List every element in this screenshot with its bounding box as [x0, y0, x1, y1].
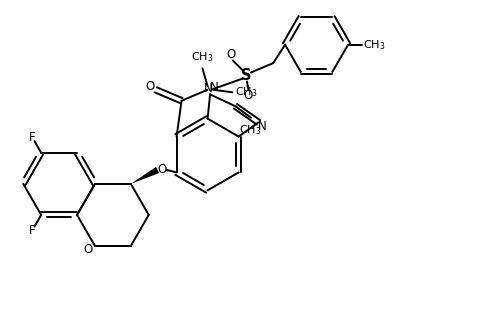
Text: CH$_3$: CH$_3$	[239, 124, 261, 138]
Text: O: O	[227, 48, 236, 61]
Text: S: S	[240, 68, 251, 83]
Text: F: F	[29, 223, 36, 236]
Text: O: O	[84, 243, 93, 256]
Text: N: N	[204, 82, 213, 95]
Text: F: F	[29, 131, 36, 144]
Text: N: N	[209, 81, 218, 94]
Text: CH$_3$: CH$_3$	[235, 85, 257, 99]
Text: CH$_3$: CH$_3$	[363, 38, 386, 51]
Text: CH$_3$: CH$_3$	[191, 51, 214, 64]
Text: O: O	[244, 89, 253, 102]
Polygon shape	[131, 167, 159, 184]
Text: O: O	[145, 80, 154, 93]
Text: O: O	[157, 163, 166, 177]
Text: N: N	[258, 120, 267, 133]
